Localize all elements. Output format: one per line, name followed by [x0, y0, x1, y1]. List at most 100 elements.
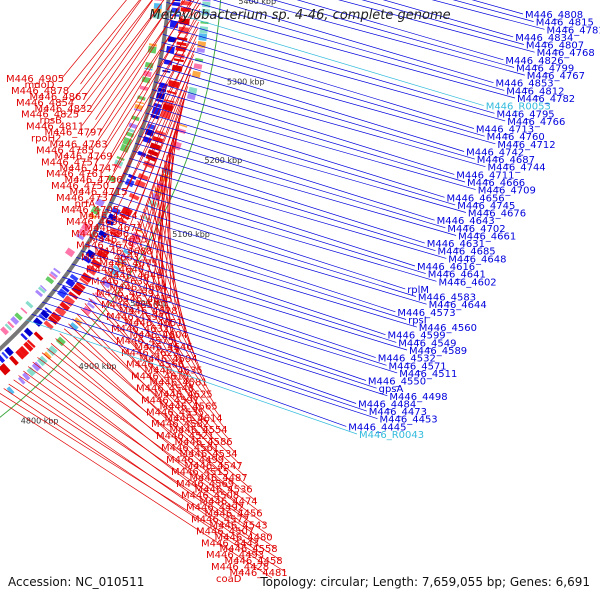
gene-label: M446_4761 [46, 169, 104, 180]
gene-leader-line [131, 232, 206, 382]
reverse-gene-feature [153, 102, 163, 109]
reverse-gene-feature [44, 307, 52, 314]
gene-leader-line [165, 10, 484, 106]
gene-label: M446_4589 [409, 346, 467, 357]
forward-gene-feature [26, 339, 36, 349]
gene-leader-line [76, 0, 165, 114]
gene-leader-line [132, 150, 425, 244]
forward-gene-feature [62, 295, 76, 307]
gene-label: rplM [407, 285, 429, 296]
gene-label: M446_4641 [428, 270, 486, 281]
gene-label: M446_4769 [55, 151, 113, 162]
gene-label: M446_4508 [181, 491, 239, 502]
tick-label: 5400 kbp [238, 0, 276, 6]
gene-leader-line [431, 0, 545, 30]
forward-gene-feature [75, 281, 86, 290]
gene-label: M446_4565 [160, 401, 218, 412]
gene-leader-line [338, 0, 535, 53]
gene-leader-line [111, 265, 221, 418]
gene-leader-line [126, 165, 447, 259]
cog-feature [37, 286, 46, 294]
reverse-gene-feature [144, 128, 155, 137]
gene-leader-line [160, 49, 496, 145]
gene-leader-line [61, 0, 127, 79]
cog-feature [196, 47, 206, 54]
gene-label: M446_4705 [61, 205, 119, 216]
cog-feature [31, 361, 42, 372]
gene-label: M446_4690 [66, 217, 124, 228]
cog-feature [55, 336, 66, 347]
gene-leader-line [66, 270, 398, 374]
gene-leader-line [52, 289, 388, 397]
gene-leader-line [37, 357, 266, 525]
gene-label: M446_4825 [21, 110, 79, 121]
gene-leader-line [0, 400, 273, 579]
reverse-gene-feature [23, 327, 34, 337]
gene-leader-line [116, 187, 437, 282]
gene-label: M446_R0043 [359, 430, 424, 441]
cog-feature [43, 351, 52, 360]
gene-label: M446_4484 [358, 400, 416, 411]
gene-leader-line [8, 383, 281, 561]
gene-leader-line [57, 283, 377, 389]
gene-leader-line [157, 65, 475, 160]
gene-label: M446_4548 [136, 384, 194, 395]
gene-leader-line [120, 21, 199, 180]
cog-feature [46, 345, 58, 357]
gene-label: M446_4521 [156, 431, 214, 442]
gene-label: M446_4711 [456, 170, 514, 181]
gene-leader-line [110, 0, 199, 156]
forward-gene-feature [166, 90, 177, 95]
gene-label: M446_4492 [186, 503, 244, 514]
forward-gene-feature [179, 18, 190, 26]
gene-leader-line [18, 375, 276, 549]
gene-label: M446_4812 [506, 86, 564, 97]
cog-feature [125, 131, 135, 138]
gene-label: M446_4445 [348, 422, 406, 433]
gene-leader-line [109, 201, 417, 297]
gene-leader-line [151, 89, 466, 183]
gene-leader-line [147, 104, 445, 198]
forward-gene-feature [160, 110, 172, 120]
accession-label: Accession: NC_010511 [8, 575, 145, 589]
cog-feature [22, 372, 31, 381]
gene-leader-line [81, 0, 176, 126]
reverse-gene-feature [33, 317, 43, 327]
reverse-gene-feature [105, 218, 115, 226]
forward-gene-feature [175, 45, 187, 52]
cog-feature [135, 228, 144, 234]
gene-leader-line [131, 92, 187, 245]
forward-gene-feature [43, 320, 54, 330]
cog-feature [39, 284, 47, 292]
gene-leader-line [88, 297, 236, 454]
gene-leader-line [76, 313, 228, 472]
gene-label: M446_4679 [76, 241, 134, 252]
cog-feature [141, 76, 151, 84]
forward-gene-feature [79, 277, 89, 286]
gene-label: M446_4799 [516, 64, 574, 75]
gene-label: M446_4807 [526, 41, 584, 52]
cog-feature [122, 249, 132, 256]
gene-label: M446_4443 [201, 538, 259, 549]
gene-leader-line [452, 0, 534, 22]
gene-label: M446_4712 [497, 140, 555, 151]
cog-feature [186, 93, 196, 101]
cog-feature [197, 41, 207, 49]
cog-feature [14, 312, 23, 321]
forward-gene-feature [109, 230, 120, 238]
gene-leader-line [96, 287, 231, 442]
gene-leader-line [3, 388, 268, 567]
gene-leader-line [163, 25, 506, 122]
reverse-gene-feature [150, 113, 160, 120]
gene-label: M446_4586 [175, 437, 233, 448]
gene-leader-line [112, 194, 406, 290]
gene-label: M446_4480 [215, 532, 273, 543]
forward-gene-feature [99, 247, 110, 255]
gene-label: M446_4687 [477, 155, 535, 166]
gene-label: M446_4737 [56, 193, 114, 204]
cog-feature [7, 320, 15, 329]
gene-label: M446_4878 [11, 86, 69, 97]
gene-label: M446_4481 [230, 568, 288, 579]
cog-feature [115, 259, 125, 268]
